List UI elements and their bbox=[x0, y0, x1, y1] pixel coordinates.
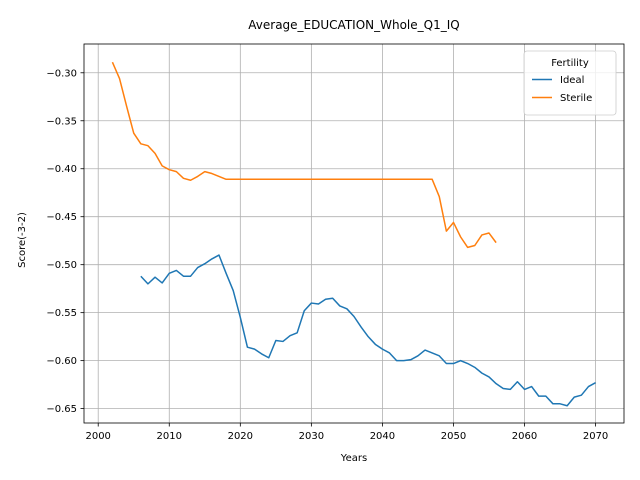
x-tick-label: 2010 bbox=[157, 431, 182, 442]
legend: Fertility Ideal Sterile bbox=[523, 50, 617, 116]
series-lines bbox=[111, 61, 596, 407]
series-line-sterile bbox=[111, 61, 497, 249]
y-tick-label: −0.65 bbox=[46, 404, 77, 415]
chart-title: Average_EDUCATION_Whole_Q1_IQ bbox=[248, 18, 459, 32]
legend-box bbox=[523, 50, 617, 116]
y-tick-label: −0.45 bbox=[46, 212, 77, 223]
axis-ticks: 2000 2010 2020 2030 2040 2050 2060 2070 −0.30 −0.… bbox=[46, 68, 608, 442]
legend-title: Fertility bbox=[551, 58, 589, 69]
legend-label-ideal: Ideal bbox=[560, 75, 584, 86]
y-tick-label: −0.40 bbox=[46, 164, 77, 175]
x-axis-title: Years bbox=[340, 453, 367, 464]
x-tick-label: 2040 bbox=[370, 431, 395, 442]
x-tick-label: 2070 bbox=[583, 431, 608, 442]
x-tick-label: 2020 bbox=[228, 431, 253, 442]
series-line-ideal bbox=[140, 254, 596, 407]
x-tick-label: 2030 bbox=[299, 431, 324, 442]
y-axis-title: Score(-3-2) bbox=[17, 212, 28, 268]
y-tick-label: −0.55 bbox=[46, 308, 77, 319]
y-tick-label: −0.60 bbox=[46, 356, 77, 367]
y-tick-label: −0.50 bbox=[46, 260, 77, 271]
plot-frame bbox=[83, 43, 625, 424]
x-tick-label: 2000 bbox=[85, 431, 110, 442]
x-tick-label: 2060 bbox=[512, 431, 537, 442]
legend-label-sterile: Sterile bbox=[560, 93, 592, 104]
x-tick-label: 2050 bbox=[441, 431, 466, 442]
y-tick-label: −0.30 bbox=[46, 68, 77, 79]
y-tick-label: −0.35 bbox=[46, 116, 77, 127]
